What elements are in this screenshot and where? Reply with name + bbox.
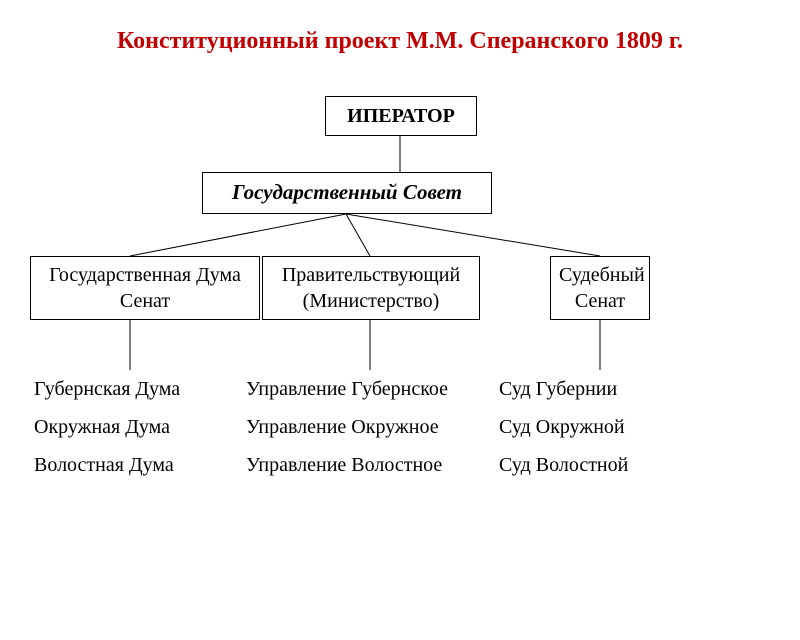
grid-cell: Управление Окружное — [246, 408, 499, 446]
lower-grid: Губернская ДумаУправление ГубернскоеСуд … — [34, 370, 669, 484]
box-duma-label: Государственная Дума Сенат — [31, 256, 259, 320]
box-senate-line1: Судебный — [559, 264, 645, 286]
box-emperor-label: ИПЕРАТОР — [326, 97, 476, 135]
grid-cell: Управление Волостное — [246, 446, 499, 484]
box-duma-line2: Сенат — [120, 290, 170, 312]
grid-row: Губернская ДумаУправление ГубернскоеСуд … — [34, 370, 669, 408]
box-council-label: Государственный Совет — [203, 173, 491, 212]
grid-row: Волостная ДумаУправление ВолостноеСуд Во… — [34, 446, 669, 484]
box-duma-line1: Государственная Дума — [49, 264, 241, 286]
box-senate: Судебный Сенат — [550, 256, 650, 320]
grid-cell: Суд Окружной — [499, 408, 669, 446]
box-emperor: ИПЕРАТОР — [325, 96, 477, 136]
grid-row: Окружная ДумаУправление ОкружноеСуд Окру… — [34, 408, 669, 446]
grid-cell: Волостная Дума — [34, 446, 246, 484]
box-ministry: Правительствующий (Министерство) — [262, 256, 480, 320]
diagram-title: Конституционный проект М.М. Сперанского … — [0, 28, 800, 55]
box-senate-label: Судебный Сенат — [551, 256, 649, 320]
box-senate-line2: Сенат — [575, 290, 625, 312]
grid-cell: Окружная Дума — [34, 408, 246, 446]
grid-cell: Суд Волостной — [499, 446, 669, 484]
grid-cell: Губернская Дума — [34, 370, 246, 408]
box-duma: Государственная Дума Сенат — [30, 256, 260, 320]
box-ministry-line1: Правительствующий — [282, 264, 460, 286]
grid-cell: Суд Губернии — [499, 370, 669, 408]
box-council: Государственный Совет — [202, 172, 492, 214]
grid-cell: Управление Губернское — [246, 370, 499, 408]
box-ministry-label: Правительствующий (Министерство) — [263, 256, 479, 320]
box-ministry-line2: (Министерство) — [303, 290, 440, 312]
